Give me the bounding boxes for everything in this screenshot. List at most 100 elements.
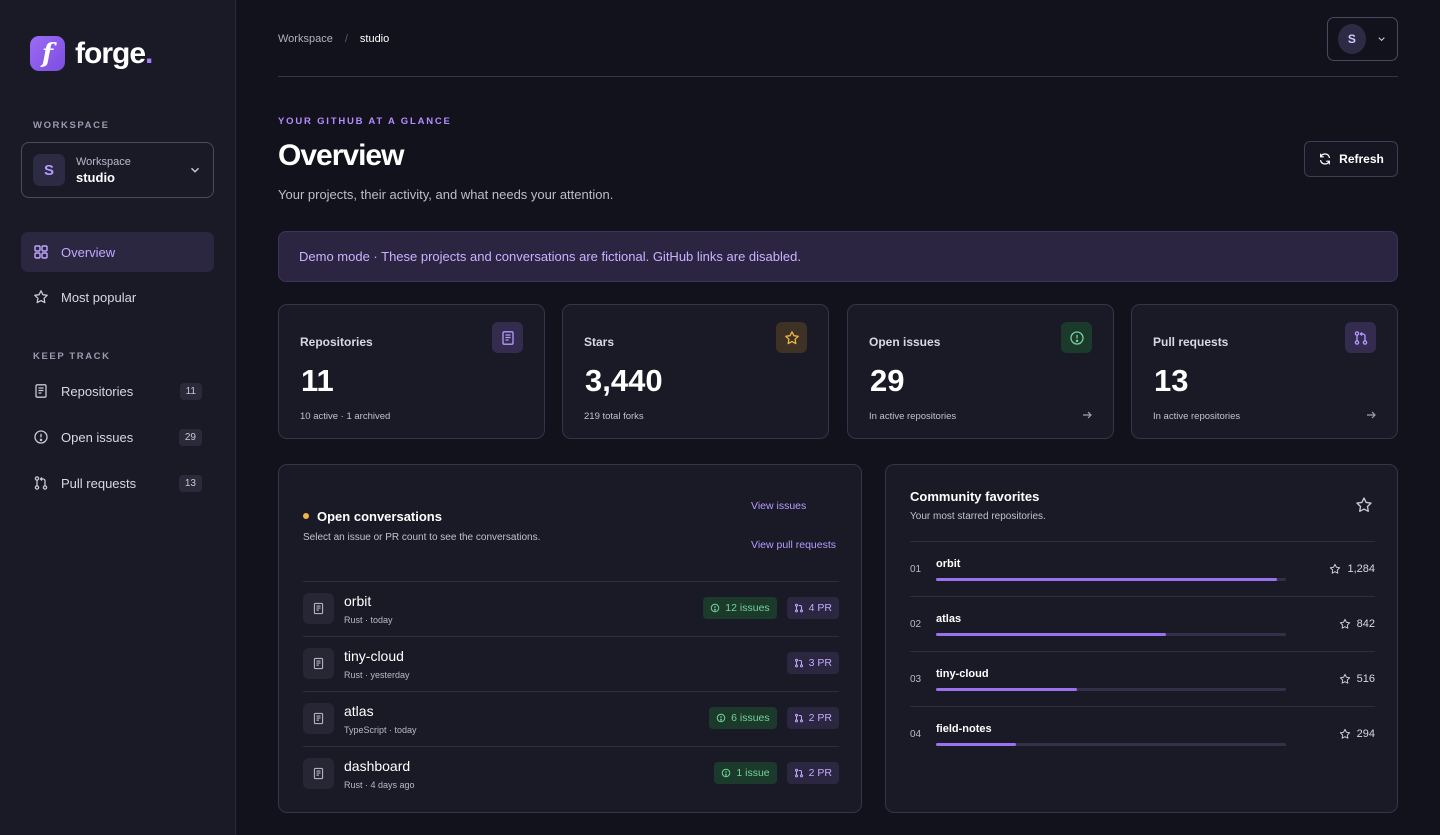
stat-value: 11	[301, 363, 334, 398]
nav-item-open-issues[interactable]: Open issues 29	[21, 417, 214, 457]
stat-note: 10 active · 1 archived	[300, 411, 391, 422]
favorite-name: field-notes	[936, 723, 992, 735]
favorite-row-field-notes[interactable]: 04 field-notes 294	[910, 706, 1375, 761]
pull-request-icon	[794, 658, 803, 668]
repo-icon-wrap	[303, 758, 334, 789]
banner-text: Demo mode · These projects and conversat…	[299, 249, 801, 264]
favorite-row-orbit[interactable]: 01 orbit 1,284	[910, 541, 1375, 596]
issue-icon	[722, 768, 731, 778]
star-icon	[784, 330, 799, 344]
view-issues-link[interactable]: View issues	[751, 500, 807, 512]
badge-label: 2 PR	[808, 767, 832, 779]
stat-value: 29	[870, 363, 905, 398]
favorite-name: orbit	[936, 558, 961, 570]
pr-badge[interactable]: 2 PR	[786, 762, 839, 784]
pull-request-icon	[794, 768, 803, 778]
favorite-row-tiny-cloud[interactable]: 03 tiny-cloud 516	[910, 651, 1375, 706]
count-badge: 29	[178, 428, 202, 446]
panel-subtitle: Your most starred repositories.	[910, 511, 1046, 522]
sidebar: f forge. WORKSPACE S Workspace studio Ov…	[0, 0, 236, 835]
issues-badge[interactable]: 1 issue	[714, 762, 777, 784]
repo-name: dashboard	[344, 758, 411, 774]
repo-row-atlas[interactable]: atlas TypeScript · today 6 issues 2 PR	[303, 691, 839, 746]
repo-icon-wrap	[303, 703, 334, 734]
favorite-bar-fill	[936, 578, 1277, 581]
nav-item-most-popular[interactable]: Most popular	[21, 277, 214, 317]
keep-track-section-label: KEEP TRACK	[33, 351, 111, 362]
repo-name: tiny-cloud	[344, 648, 404, 664]
stat-card-open-issues[interactable]: Open issues 29 In active repositories	[847, 304, 1114, 439]
stat-label: Pull requests	[1153, 335, 1229, 349]
favorite-star-count: 516	[1356, 673, 1375, 685]
breadcrumb-workspace[interactable]: Workspace	[278, 33, 333, 45]
brand-name: forge	[75, 36, 146, 70]
badge-label: 3 PR	[808, 657, 832, 669]
nav-item-overview[interactable]: Overview	[21, 232, 214, 272]
logo-text: forge.	[75, 36, 153, 71]
panel-title: Community favorites	[910, 489, 1040, 504]
star-icon[interactable]	[1355, 496, 1373, 514]
refresh-button[interactable]: Refresh	[1304, 141, 1398, 177]
stat-card-repositories[interactable]: Repositories 11 10 active · 1 archived	[278, 304, 545, 439]
repo-row-dashboard[interactable]: dashboard Rust · 4 days ago 1 issue 2 PR	[303, 746, 839, 801]
row-divider	[910, 596, 1375, 597]
book-icon	[313, 712, 324, 725]
nav-item-repositories[interactable]: Repositories 11	[21, 371, 214, 411]
workspace-selector-label: Workspace	[76, 155, 131, 168]
nav-item-label: Repositories	[61, 383, 134, 399]
nav-item-pull-requests[interactable]: Pull requests 13	[21, 463, 214, 503]
stat-value: 13	[1154, 363, 1189, 398]
nav-item-label: Most popular	[61, 289, 137, 305]
badge-label: 1 issue	[736, 767, 770, 779]
panel-subtitle: Select an issue or PR count to see the c…	[303, 532, 541, 543]
issues-badge[interactable]: 12 issues	[703, 597, 777, 619]
workspace-name: studio	[76, 169, 115, 185]
favorite-bar-track	[936, 633, 1286, 636]
user-menu-button[interactable]: S	[1327, 17, 1398, 61]
row-divider	[303, 746, 839, 747]
open-conversations-panel: Open conversations Select an issue or PR…	[278, 464, 862, 813]
breadcrumb: Workspace / studio	[278, 33, 389, 45]
stat-icon-wrap	[1061, 322, 1092, 353]
stat-note: In active repositories	[1153, 411, 1241, 422]
stat-note: 219 total forks	[584, 411, 644, 422]
issues-badge[interactable]: 6 issues	[709, 707, 777, 729]
favorite-bar-track	[936, 688, 1286, 691]
grid-icon	[34, 245, 48, 259]
repo-meta: Rust · yesterday	[344, 670, 410, 680]
favorite-rank: 01	[910, 564, 922, 575]
pull-request-icon	[34, 476, 48, 490]
arrow-right-icon	[1367, 411, 1376, 419]
row-divider	[303, 636, 839, 637]
view-pull-requests-link[interactable]: View pull requests	[751, 539, 837, 551]
repo-row-tiny-cloud[interactable]: tiny-cloud Rust · yesterday 3 PR	[303, 636, 839, 691]
logo[interactable]: f forge.	[30, 36, 153, 71]
issue-icon	[711, 603, 720, 613]
favorite-row-atlas[interactable]: 02 atlas 842	[910, 596, 1375, 651]
pr-badge[interactable]: 2 PR	[786, 707, 839, 729]
stat-card-stars[interactable]: Stars 3,440 219 total forks	[562, 304, 829, 439]
chevron-down-icon	[1378, 37, 1385, 42]
stat-icon-wrap	[1345, 322, 1376, 353]
star-icon	[1330, 563, 1341, 574]
brand-dot: .	[145, 36, 153, 70]
pull-request-icon	[794, 713, 803, 723]
repo-meta: Rust · today	[344, 615, 393, 625]
header-divider	[278, 76, 1398, 77]
stat-icon-wrap	[776, 322, 807, 353]
workspace-selector[interactable]: S Workspace studio	[21, 142, 214, 198]
refresh-icon	[1320, 153, 1331, 165]
nav-item-label: Open issues	[61, 429, 134, 445]
stat-card-pull-requests[interactable]: Pull requests 13 In active repositories	[1131, 304, 1398, 439]
pull-request-icon	[794, 603, 803, 613]
issue-icon	[1069, 330, 1084, 345]
favorite-rank: 04	[910, 729, 922, 740]
favorite-bar-fill	[936, 743, 1017, 746]
repo-row-orbit[interactable]: orbit Rust · today 12 issues 4 PR	[303, 581, 839, 636]
pr-badge[interactable]: 3 PR	[786, 652, 839, 674]
arrow-right-icon	[1083, 411, 1092, 419]
pr-badge[interactable]: 4 PR	[786, 597, 839, 619]
repo-meta: TypeScript · today	[344, 725, 417, 735]
book-icon	[313, 767, 324, 780]
demo-mode-banner: Demo mode · These projects and conversat…	[278, 231, 1398, 282]
